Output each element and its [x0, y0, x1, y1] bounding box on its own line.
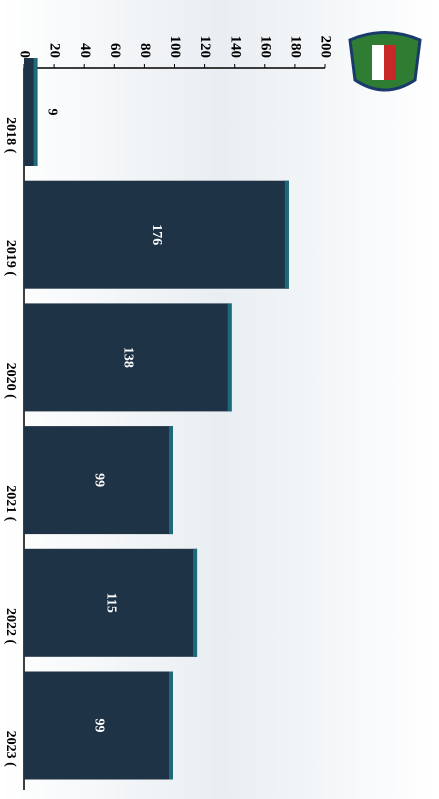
y-tick-label: 200 — [318, 36, 334, 59]
value-label: 99 — [91, 719, 106, 733]
bar-edge — [168, 426, 173, 535]
x-tick-label: 2018 ( — [3, 117, 18, 154]
bar — [24, 180, 289, 289]
bar-edge — [168, 671, 173, 780]
bar-edge — [33, 58, 38, 166]
y-tick-label: 60 — [107, 43, 123, 58]
y-tick-label: 180 — [287, 36, 303, 59]
x-tick-label: 2019 ( — [3, 240, 18, 277]
y-tick-label: 160 — [257, 36, 273, 59]
value-label: 138 — [121, 347, 136, 368]
x-tick-label: 2021 ( — [3, 485, 18, 522]
bar-edge — [284, 180, 289, 289]
y-tick-label: 0 — [17, 51, 33, 59]
logo — [348, 31, 422, 92]
value-label: 176 — [149, 224, 164, 245]
x-tick-label: 2022 ( — [3, 608, 18, 645]
bar — [24, 426, 173, 535]
x-tick-label: 2023 ( — [3, 731, 18, 768]
bar — [24, 548, 198, 657]
value-label: 115 — [103, 593, 118, 613]
y-tick-label: 140 — [227, 35, 243, 58]
y-tick-label: 120 — [197, 36, 213, 59]
bar-edge — [227, 303, 232, 412]
bar — [24, 671, 173, 780]
value-label: 99 — [91, 473, 106, 487]
bar-edge — [193, 548, 198, 657]
x-tick-label: 2020 ( — [3, 363, 18, 400]
y-tick-label: 20 — [47, 43, 63, 58]
value-label: 9 — [44, 109, 59, 116]
y-tick-label: 100 — [167, 36, 183, 59]
y-tick-label: 40 — [77, 43, 93, 58]
bar — [24, 303, 232, 412]
y-tick-label: 80 — [137, 43, 153, 58]
